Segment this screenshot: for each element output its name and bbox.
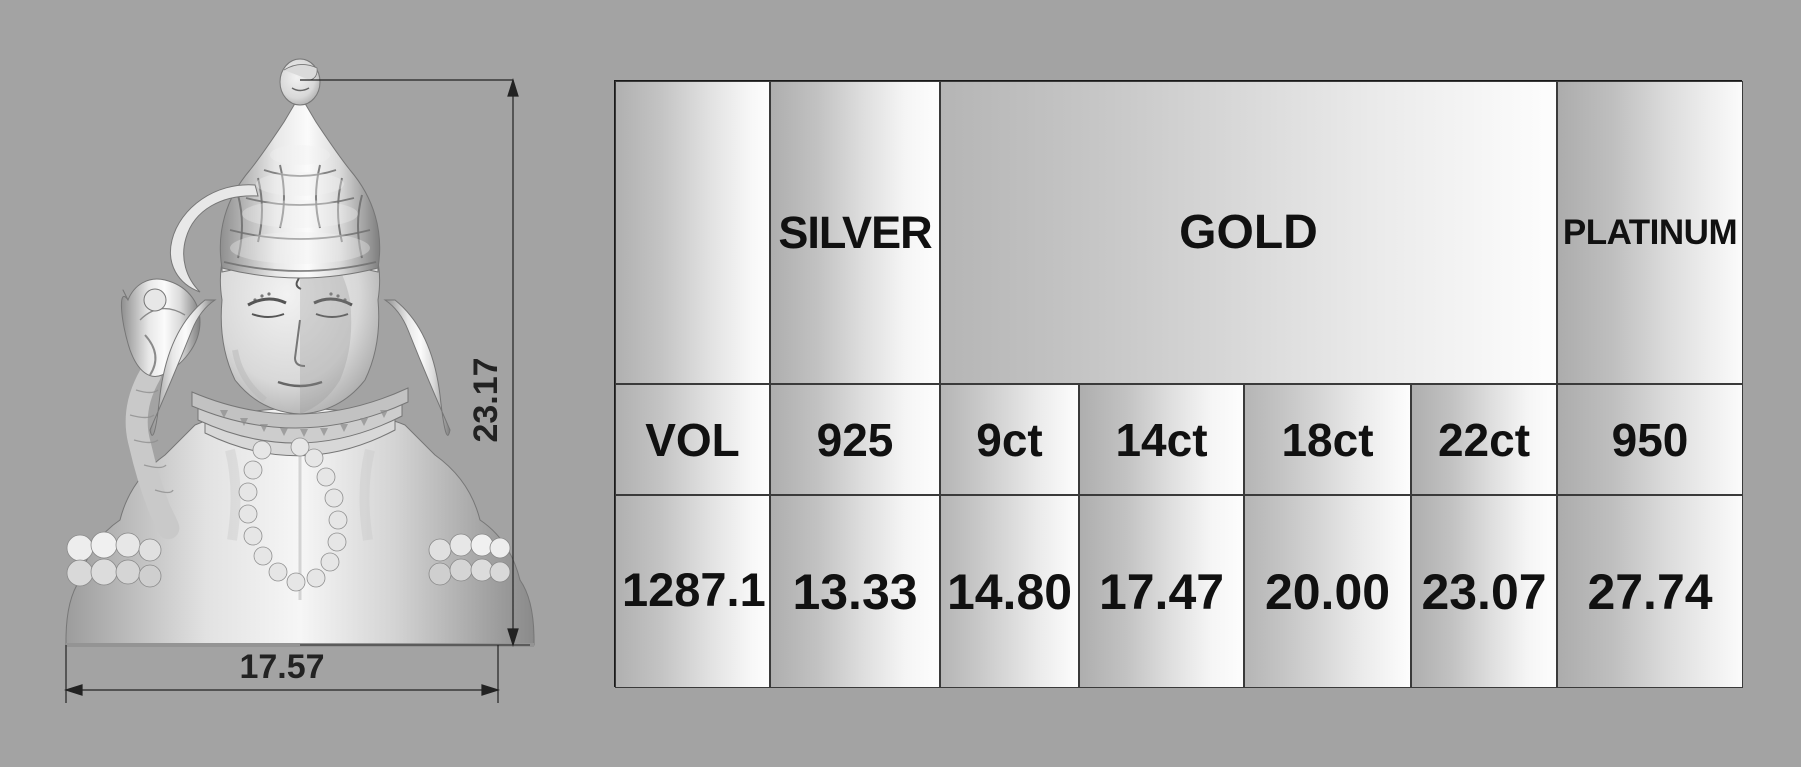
svg-text:17.57: 17.57 xyxy=(239,648,324,686)
svg-text:23.17: 23.17 xyxy=(467,357,505,442)
